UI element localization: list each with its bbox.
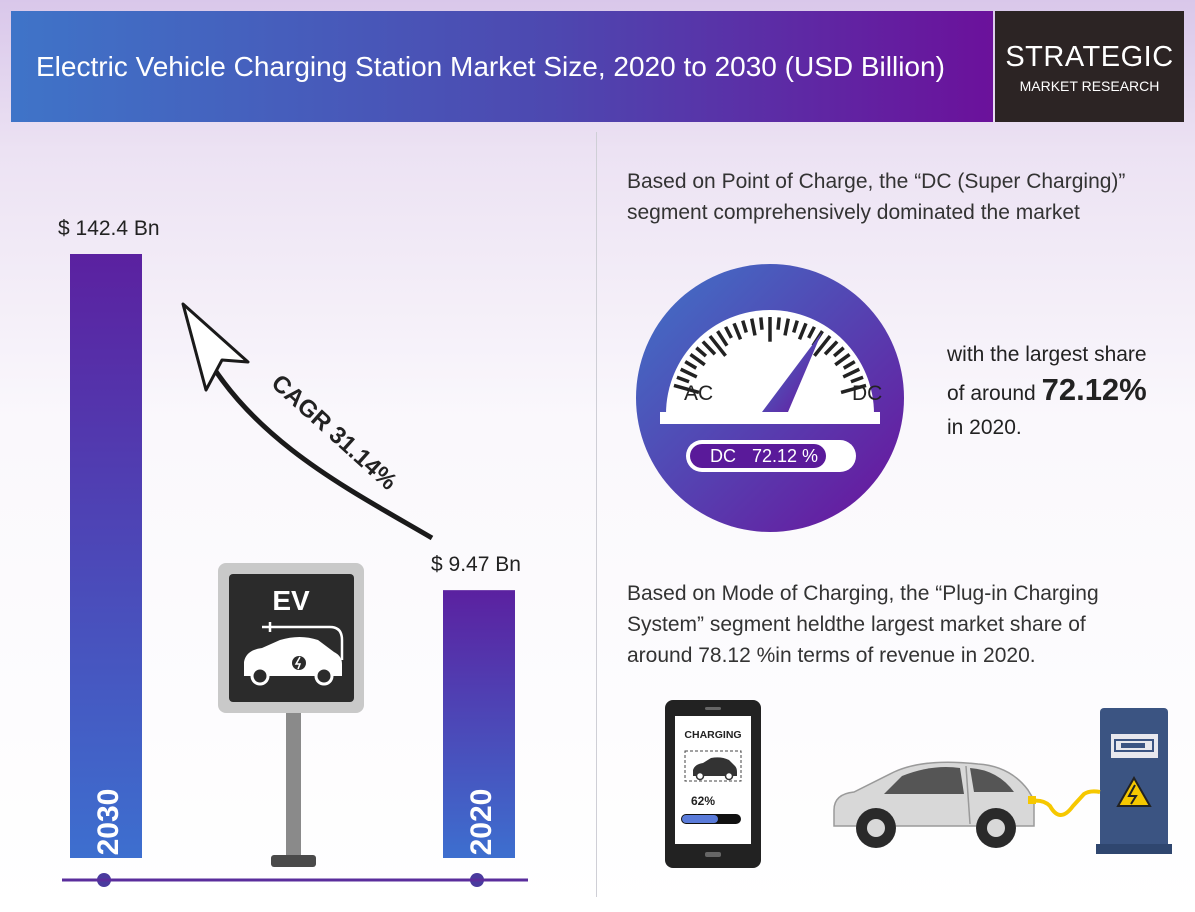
gauge-pill-label: DC bbox=[710, 446, 736, 466]
gauge-tick bbox=[792, 320, 799, 333]
gauge-tick bbox=[842, 367, 861, 379]
market-size-chart: 2030 2020 EV CAGR 31.14% bbox=[62, 254, 528, 887]
share-prefix: of around bbox=[947, 382, 1036, 405]
gauge-tick bbox=[749, 318, 757, 336]
phone-icon: CHARGING 62% bbox=[665, 700, 761, 868]
mode-of-charging-line3: around 78.12 %in terms of revenue in 202… bbox=[627, 644, 1036, 667]
cagr-arrow-icon bbox=[181, 302, 434, 541]
share-line-1: with the largest share bbox=[947, 343, 1147, 366]
gauge-tick bbox=[832, 346, 845, 358]
gauge-icon: AC DC DC 72.12 % bbox=[636, 264, 904, 532]
bar-value-label-2030: $ 142.4 Bn bbox=[58, 217, 160, 240]
bar-category-label-2020: 2020 bbox=[465, 789, 498, 856]
mode-of-charging-line1: Based on Mode of Charging, the “Plug-in … bbox=[627, 582, 1099, 605]
gauge-tick bbox=[708, 334, 727, 357]
gauge-tick bbox=[741, 320, 748, 333]
gauge-tick bbox=[850, 375, 864, 384]
gauge-tick bbox=[673, 383, 700, 395]
gauge-tick bbox=[695, 346, 708, 358]
ev-sign-icon: EV bbox=[218, 563, 364, 867]
page-title: Electric Vehicle Charging Station Market… bbox=[36, 51, 945, 82]
section-divider bbox=[596, 132, 597, 897]
car-charging-icon bbox=[833, 708, 1172, 854]
gauge-tick bbox=[813, 334, 832, 357]
gauge-tick bbox=[701, 340, 717, 356]
gauge-tick bbox=[840, 383, 867, 395]
gauge-tick bbox=[759, 317, 764, 330]
brand-logo: STRATEGIC MARKET RESEARCH bbox=[995, 11, 1184, 122]
gauge-pill-value: 72.12 % bbox=[752, 446, 818, 466]
header-banner: Electric Vehicle Charging Station Market… bbox=[11, 11, 993, 122]
bar-2020 bbox=[443, 590, 515, 858]
gauge-tick bbox=[716, 330, 729, 347]
gauge-label-ac: AC bbox=[684, 382, 713, 405]
ev-sign-label: EV bbox=[272, 585, 310, 616]
phone-percent: 62% bbox=[691, 794, 715, 808]
mode-of-charging-line2: System” segment heldthe largest market s… bbox=[627, 613, 1086, 636]
share-line-2: of around 72.12% bbox=[947, 372, 1147, 408]
bar-2030 bbox=[70, 254, 142, 858]
gauge-needle bbox=[762, 332, 822, 412]
gauge-tick bbox=[732, 322, 743, 340]
gauge-tick bbox=[684, 360, 698, 370]
share-value: 72.12% bbox=[1041, 372, 1147, 407]
brand-name: STRATEGIC bbox=[1005, 41, 1174, 73]
gauge-tick bbox=[834, 353, 851, 367]
gauge-tick bbox=[689, 353, 706, 367]
gauge-label-dc: DC bbox=[852, 382, 882, 405]
bar-category-label-2030: 2030 bbox=[92, 789, 125, 856]
gauge-tick bbox=[807, 326, 816, 339]
gauge-tick bbox=[776, 317, 781, 330]
point-of-charge-heading-line2: segment comprehensively dominated the ma… bbox=[627, 201, 1080, 224]
bar-value-label-2020: $ 9.47 Bn bbox=[431, 553, 521, 577]
gauge-tick bbox=[724, 326, 733, 339]
point-of-charge-heading: Based on Point of Charge, the “DC (Super… bbox=[627, 166, 1125, 228]
gauge-tick bbox=[679, 367, 698, 379]
gauge-tick bbox=[676, 375, 690, 384]
share-line-3: in 2020. bbox=[947, 416, 1022, 439]
brand-tagline: MARKET RESEARCH bbox=[1019, 78, 1160, 94]
gauge-tick bbox=[842, 360, 856, 370]
gauge-tick bbox=[783, 318, 791, 336]
point-of-charge-heading-line1: Based on Point of Charge, the “DC (Super… bbox=[627, 170, 1126, 193]
gauge-tick bbox=[797, 322, 808, 340]
phone-status: CHARGING bbox=[684, 729, 741, 741]
mode-of-charging-text: Based on Mode of Charging, the “Plug-in … bbox=[627, 578, 1099, 671]
gauge-tick bbox=[823, 340, 839, 356]
cagr-label: CAGR 31.14% bbox=[266, 369, 402, 495]
